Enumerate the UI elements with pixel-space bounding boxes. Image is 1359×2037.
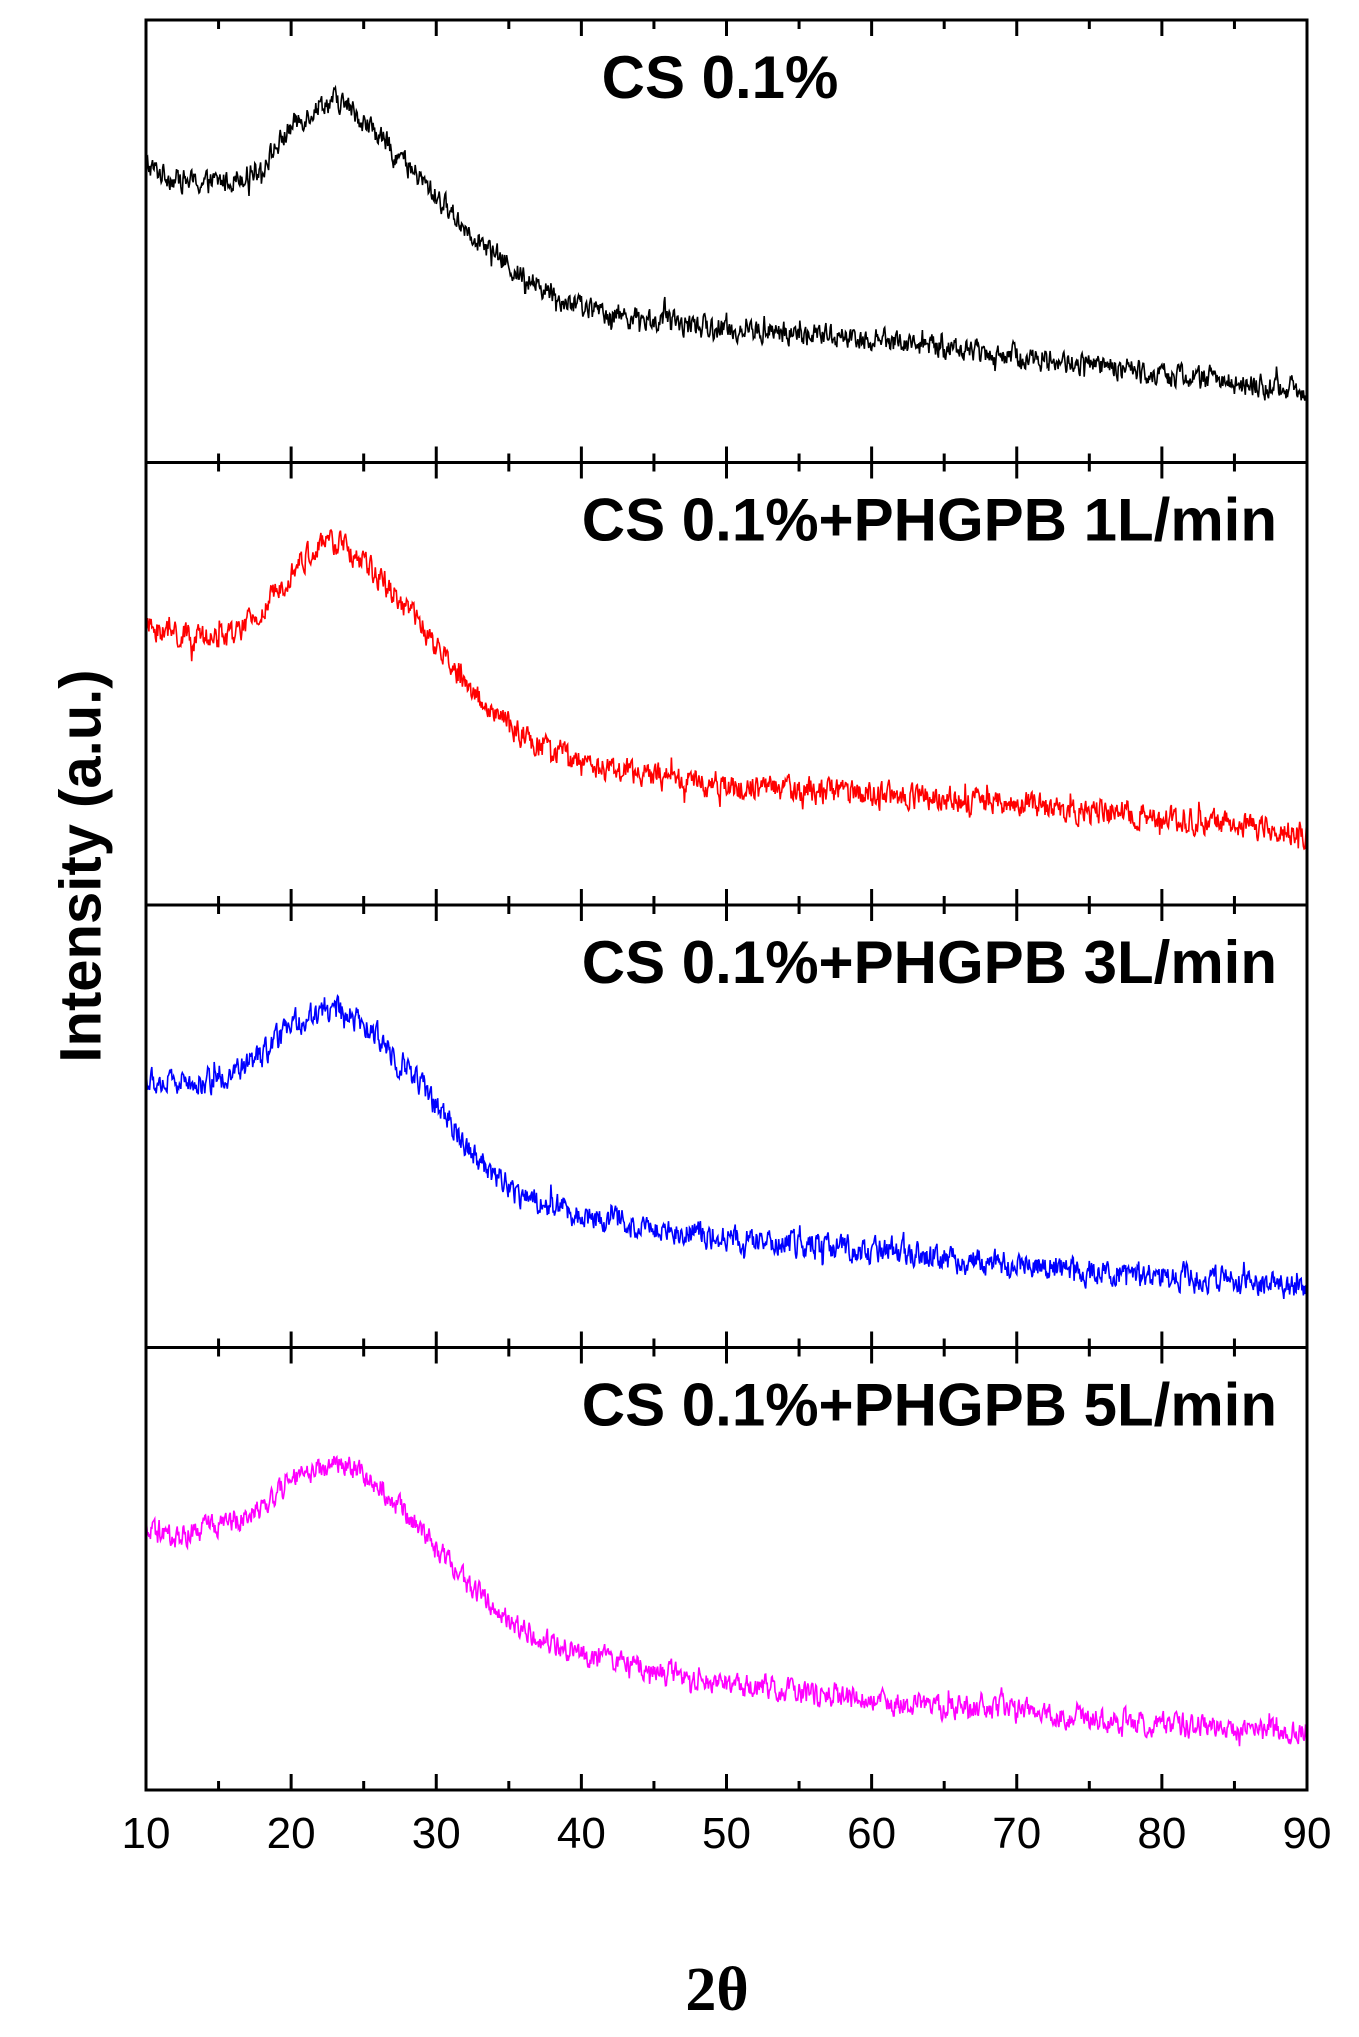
panel-4: CS 0.1%+PHGPB 5L/min — [144, 1346, 1309, 1792]
panel-2: CS 0.1%+PHGPB 1L/min — [144, 461, 1309, 907]
panel-3: CS 0.1%+PHGPB 3L/min — [144, 903, 1309, 1349]
x-tick-label: 70 — [992, 1809, 1041, 1858]
series-line-1 — [145, 84, 1308, 406]
series-line-2 — [145, 528, 1308, 851]
x-tick-label: 20 — [267, 1809, 316, 1858]
panel-legend-label: CS 0.1% — [602, 44, 839, 111]
panel-1: CS 0.1% — [144, 18, 1309, 464]
panel-legend-label: CS 0.1%+PHGPB 3L/min — [582, 929, 1277, 996]
y-axis-label: Intensity (a.u.) — [48, 669, 113, 1062]
panel-legend-label: CS 0.1%+PHGPB 1L/min — [582, 487, 1277, 554]
x-axis-label: 2θ — [685, 1956, 748, 2024]
x-tick-label: 10 — [122, 1809, 171, 1858]
x-tick-label: 60 — [847, 1809, 896, 1858]
x-tick-label: 90 — [1283, 1809, 1332, 1858]
x-tick-label: 80 — [1137, 1809, 1186, 1858]
x-tick-label: 50 — [702, 1809, 751, 1858]
series-line-3 — [145, 994, 1308, 1299]
series-line-4 — [145, 1454, 1308, 1747]
x-tick-label: 40 — [557, 1809, 606, 1858]
panel-legend-label: CS 0.1%+PHGPB 5L/min — [582, 1372, 1277, 1439]
x-tick-label: 30 — [412, 1809, 461, 1858]
